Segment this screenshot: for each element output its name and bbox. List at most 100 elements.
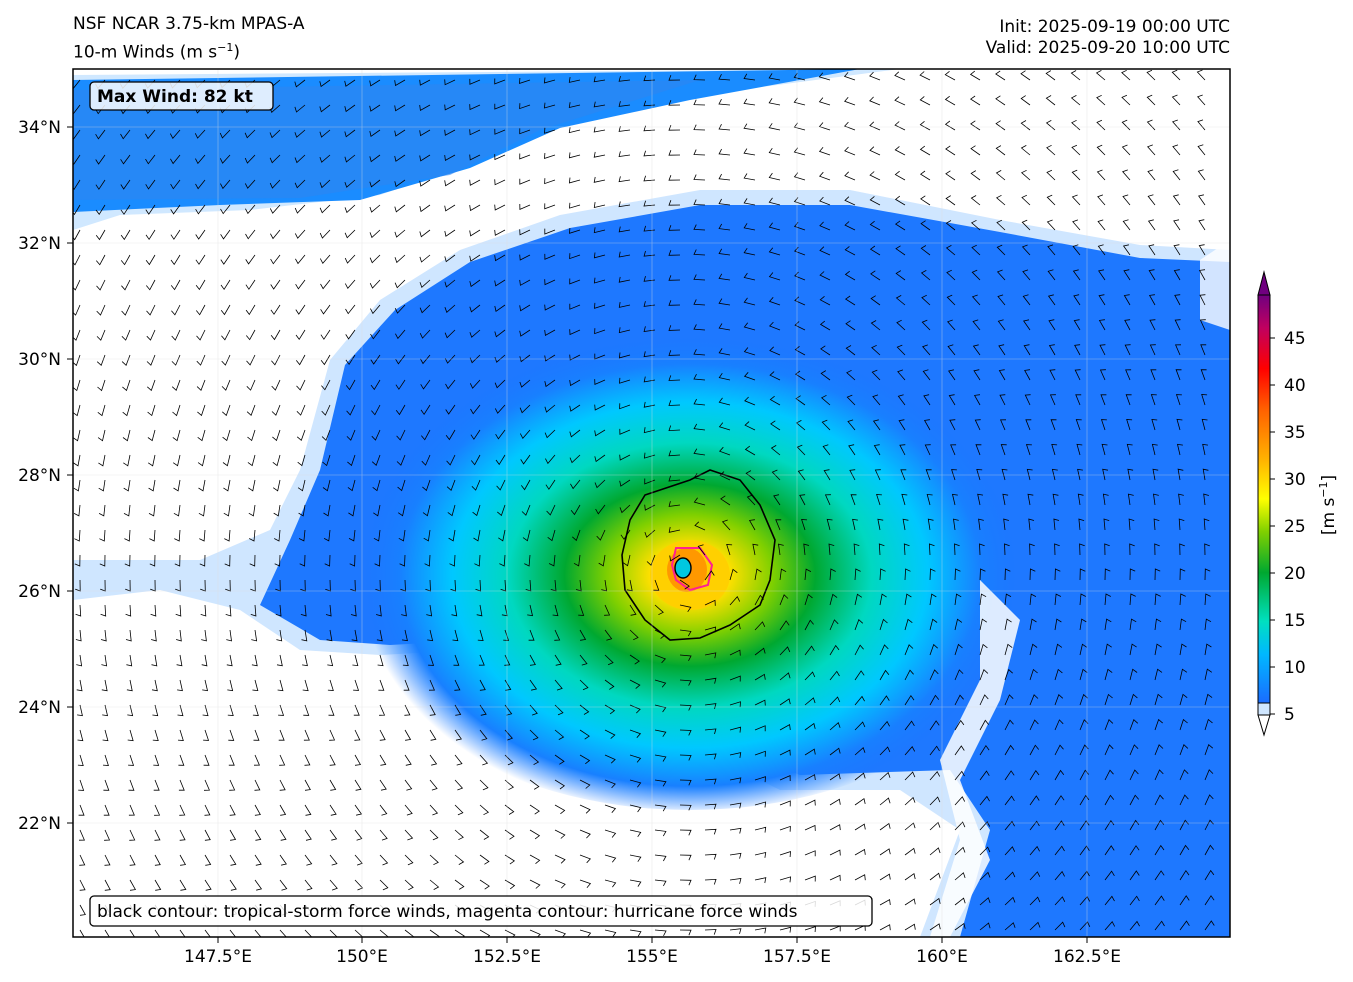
- wind-barb: [554, 879, 566, 889]
- wind-barb: [354, 779, 362, 791]
- wind-barb: [294, 104, 306, 113]
- wind-barb: [618, 226, 631, 233]
- wind-barb: [294, 129, 306, 138]
- wind-barb: [328, 704, 335, 716]
- wind-barb: [95, 179, 106, 190]
- wind-barb: [371, 404, 381, 416]
- wind-barb: [73, 454, 81, 467]
- wind-barb: [829, 874, 841, 881]
- wind-barb: [618, 276, 631, 283]
- wind-barb: [494, 154, 506, 161]
- wind-barb: [426, 604, 433, 617]
- wind-barb: [245, 279, 256, 290]
- wind-barb: [244, 129, 256, 139]
- wind-barb: [1122, 194, 1131, 206]
- wind-barb: [444, 204, 456, 212]
- wind-barb: [871, 369, 881, 381]
- wind-barb: [428, 654, 435, 666]
- wind-barb: [895, 245, 906, 256]
- wind-barb: [201, 654, 208, 667]
- wind-barb: [643, 452, 656, 459]
- wind-barb: [175, 604, 182, 617]
- wind-barb: [395, 379, 406, 390]
- wind-barb: [668, 225, 681, 231]
- wind-barb: [219, 154, 231, 164]
- wind-barb: [1121, 144, 1131, 156]
- wind-barb: [1129, 769, 1139, 781]
- wind-barb: [979, 897, 991, 906]
- wind-barb: [1150, 394, 1157, 406]
- wind-barb: [954, 593, 962, 606]
- wind-barb: [1004, 896, 1016, 906]
- wind-barb: [668, 150, 681, 156]
- wind-barb: [972, 319, 981, 331]
- wind-barb: [495, 429, 506, 440]
- wind-barb: [494, 329, 506, 338]
- wind-barb: [904, 694, 915, 706]
- wind-barb: [754, 647, 766, 656]
- wind-barb: [804, 850, 816, 857]
- wind-barb: [176, 654, 183, 667]
- wind-barb: [604, 929, 617, 937]
- wind-barb: [148, 504, 156, 517]
- wind-barb: [929, 770, 941, 781]
- wind-barb: [804, 645, 815, 656]
- wind-barb: [519, 304, 531, 312]
- wind-barb: [246, 354, 256, 366]
- wind-barb: [519, 103, 531, 110]
- wind-barb: [1198, 194, 1206, 206]
- wind-barb: [122, 404, 131, 417]
- wind-barb: [429, 754, 438, 766]
- wind-barb: [718, 372, 731, 381]
- wind-barb: [145, 204, 156, 215]
- wind-barb: [693, 324, 706, 331]
- wind-barb: [1020, 169, 1031, 181]
- wind-barb: [1153, 493, 1159, 506]
- wind-barb: [768, 321, 781, 331]
- wind-barb: [1029, 593, 1037, 606]
- wind-barb: [970, 120, 981, 131]
- wind-barb: [1054, 921, 1066, 931]
- wind-barb: [469, 379, 481, 389]
- wind-barb: [844, 221, 856, 231]
- wind-barb: [704, 626, 717, 633]
- wind-barb: [829, 696, 841, 706]
- wind-barb: [618, 352, 631, 359]
- wind-barb: [729, 878, 742, 884]
- wind-barb: [1048, 344, 1056, 356]
- wind-barb: [894, 220, 906, 231]
- wind-barb: [604, 754, 616, 764]
- wind-barb: [869, 121, 881, 131]
- wind-barb: [1179, 769, 1189, 781]
- wind-barb: [618, 75, 631, 82]
- wind-barb: [395, 404, 406, 416]
- wind-barb: [1079, 643, 1088, 656]
- wind-barb: [654, 704, 667, 713]
- wind-barb: [1104, 845, 1115, 856]
- wind-barb: [1024, 394, 1031, 406]
- wind-barb: [679, 729, 692, 736]
- wind-barb: [379, 754, 387, 766]
- wind-barb: [997, 294, 1006, 306]
- wind-barb: [1004, 643, 1013, 656]
- wind-barb: [668, 200, 681, 206]
- wind-barb: [354, 804, 363, 816]
- wind-barb: [1028, 518, 1035, 531]
- wind-barb: [1154, 568, 1161, 581]
- wind-barb: [121, 279, 131, 291]
- wind-barb: [554, 654, 562, 666]
- wind-barb: [471, 479, 481, 491]
- wind-barb: [1079, 693, 1088, 706]
- wind-barb: [1104, 718, 1114, 731]
- wind-barb: [1074, 369, 1081, 381]
- wind-barb: [319, 204, 331, 214]
- wind-barb: [754, 673, 766, 681]
- wind-barb: [604, 804, 617, 813]
- wind-barb: [1103, 518, 1110, 531]
- wind-barb: [294, 204, 306, 214]
- wind-barb: [1051, 444, 1058, 456]
- wind-barb: [904, 593, 912, 606]
- wind-barb: [771, 469, 781, 481]
- wind-barb: [996, 269, 1006, 281]
- wind-barb: [319, 254, 331, 265]
